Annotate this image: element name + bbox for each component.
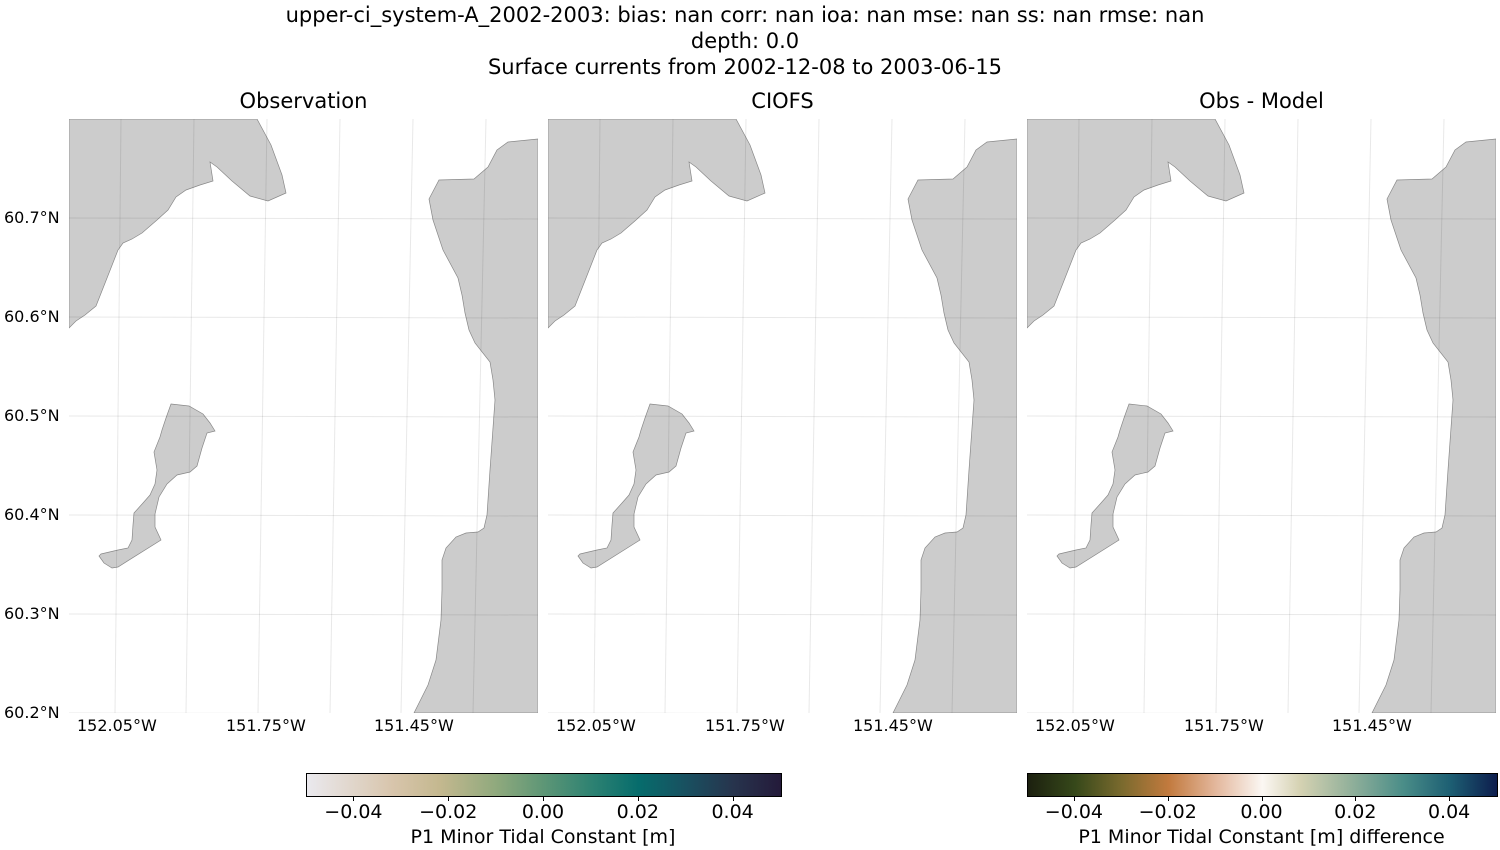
- colorbar-0: [306, 773, 782, 797]
- latitude-gridline: [548, 514, 1017, 517]
- longitude-gridline: [1430, 119, 1445, 713]
- latitude-gridline: [548, 217, 1017, 220]
- longitude-tick-label: 152.05°W: [1035, 716, 1115, 735]
- panel-title-ciofs: CIOFS: [751, 89, 814, 113]
- colorbar-tick-label: 0.04: [711, 801, 754, 823]
- longitude-tick-label: 151.75°W: [226, 716, 306, 735]
- longitude-tick-label: 151.75°W: [705, 716, 785, 735]
- longitude-tick-label: 152.05°W: [556, 716, 636, 735]
- land-polygon: [577, 403, 695, 569]
- land-polygon: [892, 138, 1017, 713]
- longitude-gridline: [808, 119, 820, 713]
- colorbar-tick-label: 0.00: [1240, 801, 1283, 823]
- longitude-gridline: [879, 119, 893, 713]
- latitude-gridline: [548, 316, 1017, 319]
- longitude-gridline: [472, 119, 487, 713]
- land-polygon: [1027, 119, 1245, 329]
- latitude-tick-label: 60.3°N: [4, 604, 60, 623]
- colorbar-tick-label: −0.02: [1138, 801, 1197, 823]
- colorbar-1: [1027, 773, 1498, 797]
- latitude-gridline: [69, 613, 538, 616]
- longitude-gridline: [1287, 119, 1299, 713]
- colorbar-tick: [1073, 796, 1075, 801]
- latitude-tick-label: 60.7°N: [4, 208, 60, 227]
- longitude-gridline: [664, 119, 674, 713]
- land-polygon: [98, 403, 216, 569]
- latitude-tick-label: 60.2°N: [4, 703, 60, 722]
- colorbar-tick: [1449, 796, 1451, 801]
- latitude-gridline: [1027, 514, 1496, 517]
- longitude-gridline: [1358, 119, 1372, 713]
- colorbar-tick-label: −0.02: [419, 801, 478, 823]
- figure-title-line2: depth: 0.0: [690, 29, 800, 53]
- colorbar-tick-label: 0.02: [1334, 801, 1377, 823]
- longitude-gridline: [114, 119, 122, 713]
- colorbar-tick-label: 0.02: [616, 801, 659, 823]
- colorbar-label: P1 Minor Tidal Constant [m] difference: [1078, 826, 1445, 848]
- figure-title-line1: upper-ci_system-A_2002-2003: bias: nan c…: [285, 3, 1205, 27]
- longitude-gridline: [1072, 119, 1080, 713]
- land-polygon: [1371, 138, 1496, 713]
- latitude-gridline: [69, 415, 538, 418]
- colorbar-tick-label: −0.04: [324, 801, 383, 823]
- map-panel-2: [1027, 119, 1496, 713]
- longitude-tick-label: 151.45°W: [1332, 716, 1412, 735]
- latitude-tick-label: 60.6°N: [4, 307, 60, 326]
- map-panel-0: [69, 119, 538, 713]
- longitude-gridline: [1215, 119, 1226, 713]
- colorbar-label: P1 Minor Tidal Constant [m]: [410, 826, 676, 848]
- colorbar-tick: [1167, 796, 1169, 801]
- latitude-gridline: [69, 514, 538, 517]
- map-panel-1: [548, 119, 1017, 713]
- longitude-tick-label: 151.45°W: [374, 716, 454, 735]
- figure-title-line3: Surface currents from 2002-12-08 to 2003…: [487, 55, 1003, 79]
- colorbar-tick: [353, 796, 355, 801]
- colorbar-tick: [732, 796, 734, 801]
- panel-title-obs-minus-model: Obs - Model: [1199, 89, 1324, 113]
- longitude-gridline: [329, 119, 341, 713]
- colorbar-tick: [448, 796, 450, 801]
- longitude-gridline: [951, 119, 966, 713]
- latitude-tick-label: 60.5°N: [4, 406, 60, 425]
- colorbar-tick: [1355, 796, 1357, 801]
- longitude-gridline: [257, 119, 268, 713]
- longitude-gridline: [400, 119, 414, 713]
- longitude-gridline: [185, 119, 195, 713]
- latitude-gridline: [69, 217, 538, 220]
- longitude-gridline: [593, 119, 601, 713]
- latitude-gridline: [1027, 613, 1496, 616]
- longitude-tick-label: 151.45°W: [853, 716, 933, 735]
- latitude-gridline: [1027, 217, 1496, 220]
- latitude-gridline: [548, 712, 783, 713]
- latitude-gridline: [548, 415, 1017, 418]
- colorbar-tick-label: −0.04: [1044, 801, 1104, 823]
- longitude-gridline: [1143, 119, 1153, 713]
- panel-title-observation: Observation: [239, 89, 368, 113]
- latitude-gridline: [1027, 415, 1496, 418]
- longitude-tick-label: 151.75°W: [1184, 716, 1264, 735]
- colorbar-tick: [543, 796, 544, 801]
- land-polygon: [548, 119, 766, 329]
- land-polygon: [1056, 403, 1174, 569]
- latitude-gridline: [69, 316, 538, 319]
- land-polygon: [69, 119, 287, 329]
- colorbar-tick-label: 0.04: [1427, 801, 1471, 823]
- longitude-tick-label: 152.05°W: [77, 716, 157, 735]
- latitude-tick-label: 60.4°N: [4, 505, 60, 524]
- colorbar-tick: [1261, 796, 1263, 801]
- latitude-gridline: [548, 613, 1017, 616]
- longitude-gridline: [736, 119, 747, 713]
- latitude-gridline: [1027, 712, 1262, 713]
- colorbar-tick: [637, 796, 639, 801]
- latitude-gridline: [69, 712, 304, 713]
- latitude-gridline: [1027, 316, 1496, 319]
- colorbar-tick-label: 0.00: [521, 801, 565, 823]
- land-polygon: [413, 138, 538, 713]
